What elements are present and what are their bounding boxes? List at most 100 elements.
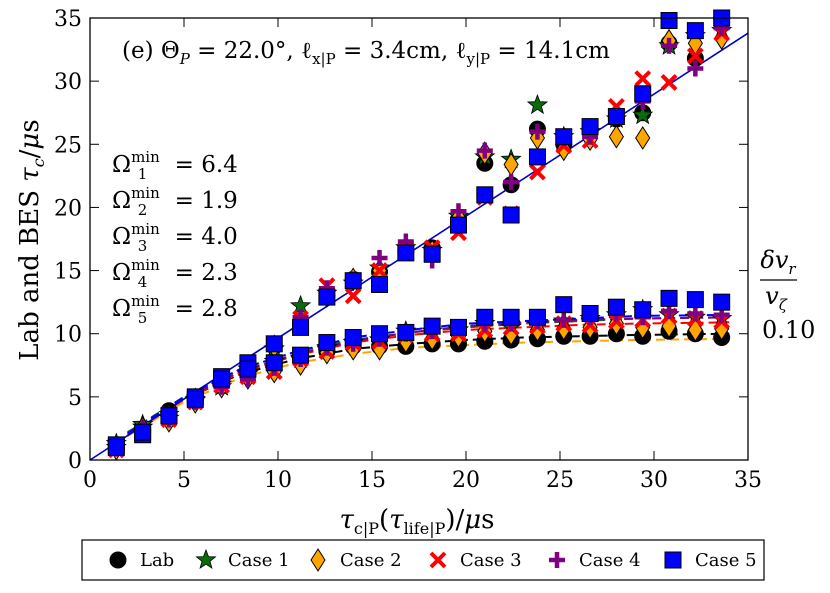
y-tick-label: 35 xyxy=(54,7,82,32)
omega-entry: Ωmin 3 = 4.0 xyxy=(112,220,238,255)
point-case5-upper xyxy=(397,244,415,262)
point-case4-upper xyxy=(450,203,467,220)
omega-entry: Ωmin 2 = 1.9 xyxy=(112,184,238,219)
point-case5-lower xyxy=(160,407,178,425)
legend-label-case4: Case 4 xyxy=(579,550,641,571)
point-case3-upper xyxy=(686,47,704,65)
point-case5-lower xyxy=(107,438,125,456)
point-case5-upper xyxy=(581,118,599,136)
point-case2-upper xyxy=(608,124,624,149)
y-tick-label: 30 xyxy=(54,70,82,95)
point-case5-lower xyxy=(607,298,625,316)
point-case5-lower xyxy=(660,289,678,307)
point-case5-upper xyxy=(686,22,704,40)
legend-box xyxy=(81,539,765,581)
point-case5-lower xyxy=(476,308,494,326)
legend-marker-case1 xyxy=(195,548,217,570)
x-tick-label: 5 xyxy=(177,468,191,493)
point-case5-upper xyxy=(528,148,546,166)
x-tick-label: 35 xyxy=(734,468,762,493)
point-case5-lower xyxy=(134,423,152,441)
legend-marker-case5 xyxy=(664,551,682,569)
plot-frame xyxy=(89,17,749,461)
x-tick-label: 10 xyxy=(264,468,292,493)
point-case3-upper xyxy=(529,163,546,181)
point-case2-upper xyxy=(635,126,651,150)
x-tick-label: 20 xyxy=(452,468,480,493)
point-case4-upper xyxy=(661,37,678,54)
legend-marker-case2 xyxy=(310,548,326,572)
point-case4-upper xyxy=(371,249,388,266)
legend-label-case5: Case 5 xyxy=(695,550,757,571)
chart-title-annotation: (e) ΘP = 22.0°, ℓx|P = 3.4cm, ℓy|P = 14.… xyxy=(122,38,610,68)
point-case4-upper xyxy=(476,142,493,159)
legend-label-lab: Lab xyxy=(140,550,174,571)
point-case5-upper xyxy=(423,245,441,263)
point-case5-lower xyxy=(686,291,704,309)
x-tick-label: 25 xyxy=(546,468,574,493)
omega-entry: Ωmin 5 = 2.8 xyxy=(112,292,238,327)
omega-entry: Ωmin 4 = 2.3 xyxy=(112,256,238,291)
axes xyxy=(89,17,749,461)
point-case2-lower xyxy=(556,316,572,341)
point-case5-lower xyxy=(449,318,467,336)
point-case5-lower xyxy=(555,296,573,314)
y-tick-label: 0 xyxy=(68,449,82,474)
legend: Lab Case 1 Case 2 Case 3 Case 4 Case 5 xyxy=(81,539,765,581)
data-points xyxy=(105,9,733,461)
point-case2-upper xyxy=(714,26,730,51)
legend-marker-lab xyxy=(109,551,127,569)
point-case4-lower xyxy=(687,305,704,322)
point-case5-upper xyxy=(265,335,283,353)
legend-label-case3: Case 3 xyxy=(460,550,522,571)
legend-items: Lab Case 1 Case 2 Case 3 Case 4 Case 5 xyxy=(109,548,757,572)
y-axis-label: Lab and BES τc/μs xyxy=(15,119,48,360)
point-case5-lower xyxy=(581,305,599,323)
point-case5-upper xyxy=(318,288,336,306)
point-case5-upper xyxy=(371,275,389,293)
y-tick-label: 20 xyxy=(54,196,82,221)
y-tick-label: 25 xyxy=(54,133,82,158)
point-case4-lower xyxy=(555,311,572,328)
point-case4-upper xyxy=(529,123,546,140)
side-label-numerator: δvr xyxy=(760,246,796,278)
point-case5-lower xyxy=(502,308,520,326)
legend-label-case1: Case 1 xyxy=(228,550,290,571)
x-tick-label: 15 xyxy=(358,468,386,493)
side-label: δvr vζ 0.10 xyxy=(760,246,815,344)
point-case5-lower xyxy=(292,346,310,364)
x-tick-label: 30 xyxy=(640,468,668,493)
point-case5-lower xyxy=(634,301,652,319)
point-case5-lower xyxy=(713,293,731,311)
legend-label-case2: Case 2 xyxy=(340,550,402,571)
point-case4-upper xyxy=(503,174,520,191)
point-case1-upper xyxy=(526,93,549,115)
omega-entry: Ωmin 1 = 6.4 xyxy=(112,148,238,183)
point-case3-upper xyxy=(660,73,678,91)
point-case5-lower xyxy=(318,334,336,352)
point-case5-lower xyxy=(265,354,283,372)
point-case3-upper xyxy=(344,287,362,305)
legend-marker-case3 xyxy=(429,551,447,569)
point-case5-lower xyxy=(397,323,415,341)
point-case5-lower xyxy=(344,329,362,347)
side-label-denominator: vζ xyxy=(765,282,788,314)
point-case5-upper xyxy=(634,85,652,103)
point-case3-upper xyxy=(371,262,388,279)
tick-labels: 0 5 10 15 20 25 30 35 0 5 10 15 20 25 30 35 xyxy=(54,7,762,493)
point-case4-upper xyxy=(687,60,704,77)
point-case3-upper xyxy=(634,70,652,88)
point-case5-upper xyxy=(344,272,362,290)
legend-marker-case4 xyxy=(549,552,565,568)
side-label-value: 0.10 xyxy=(762,316,815,344)
x-tick-label: 0 xyxy=(83,468,97,493)
point-case5-upper xyxy=(555,128,573,146)
point-case5-lower xyxy=(239,360,257,378)
point-case5-lower xyxy=(423,317,441,335)
point-case5-upper xyxy=(476,186,494,204)
point-case5-lower xyxy=(528,308,546,326)
point-case5-lower xyxy=(186,390,204,408)
point-case5-upper xyxy=(607,108,625,126)
y-tick-label: 5 xyxy=(68,386,82,411)
